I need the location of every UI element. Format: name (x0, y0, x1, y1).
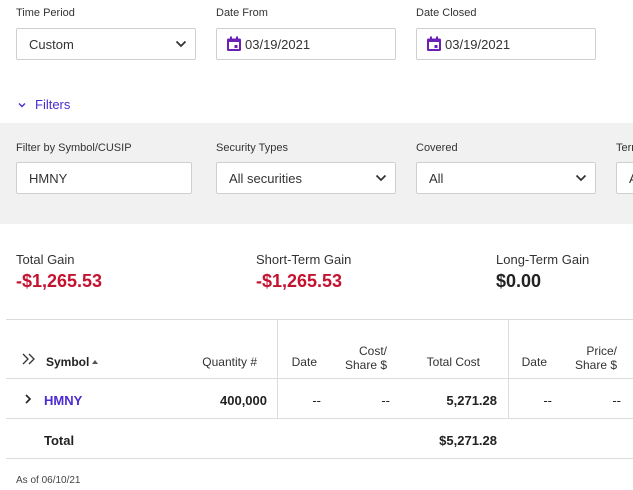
date-from-field[interactable]: 03/19/2021 (216, 28, 396, 60)
covered-select[interactable]: All (416, 162, 596, 194)
chevron-right-icon[interactable] (24, 394, 32, 404)
quantity-cell: 400,000 (220, 393, 267, 408)
date-closed-header[interactable]: Date (521, 355, 547, 369)
price-share-cell: -- (612, 393, 621, 408)
short-term-gain-label: Short-Term Gain (256, 252, 352, 267)
symbol-filter-value: HMNY (29, 170, 68, 186)
divider (6, 418, 633, 419)
long-term-gain-label: Long-Term Gain (496, 252, 590, 267)
date-from-value: 03/19/2021 (245, 36, 311, 52)
price-share-header-line2: Share $ (574, 358, 617, 372)
date-closed-field[interactable]: 03/19/2021 (416, 28, 596, 60)
total-cost-header[interactable]: Total Cost (426, 355, 480, 369)
divider (6, 319, 633, 320)
date-acquired-header[interactable]: Date (291, 355, 317, 369)
term-value: A (617, 171, 633, 186)
short-term-gain-value: -$1,265.53 (256, 271, 343, 291)
symbol-link[interactable]: HMNY (44, 393, 83, 408)
covered-label: Covered (416, 142, 458, 154)
calendar-icon[interactable] (426, 36, 442, 52)
table-row[interactable]: HMNY 400,000 -- -- 5,271.28 -- -- (6, 379, 633, 418)
symbol-header-label: Symbol (46, 355, 90, 369)
time-period-select[interactable]: Custom (16, 28, 196, 60)
quantity-header[interactable]: Quantity # (202, 355, 257, 369)
term-label: Term (616, 142, 633, 154)
long-term-gain-value: $0.00 (496, 271, 542, 291)
security-types-value: All securities (229, 170, 302, 186)
filters-toggle[interactable]: Filters (17, 97, 70, 112)
cost-share-header[interactable]: Cost/ Share $ (345, 344, 387, 372)
cost-share-header-line1: Cost/ (358, 344, 387, 358)
date-from-label: Date From (216, 7, 268, 19)
symbol-filter-label: Filter by Symbol/CUSIP (16, 142, 132, 154)
security-types-select[interactable]: All securities (216, 162, 396, 194)
term-select[interactable]: A (616, 162, 633, 194)
symbol-column-header[interactable]: Symbol (46, 355, 99, 369)
chevron-down-icon (18, 102, 26, 107)
divider (508, 319, 509, 418)
time-period-label: Time Period (16, 7, 75, 19)
price-share-header-line1: Price/ (586, 344, 617, 358)
filters-panel: Filter by Symbol/CUSIP HMNY Security Typ… (0, 123, 633, 224)
positions-table: Symbol Quantity # Date Cost/ Share $ Tot… (0, 318, 633, 460)
chevron-down-icon (375, 174, 387, 182)
chevron-down-icon (575, 174, 587, 182)
time-period-value: Custom (29, 36, 74, 52)
as-of-date: As of 06/10/21 (16, 475, 81, 486)
symbol-filter-input[interactable]: HMNY (16, 162, 192, 194)
cost-share-header-line2: Share $ (344, 358, 387, 372)
total-gain-value: -$1,265.53 (16, 271, 103, 291)
calendar-icon[interactable] (226, 36, 242, 52)
security-types-label: Security Types (216, 142, 288, 154)
date-acquired-cell: -- (312, 393, 321, 408)
total-cost-cell: 5,271.28 (446, 393, 497, 408)
price-share-header[interactable]: Price/ Share $ (575, 344, 617, 372)
filters-toggle-label: Filters (35, 97, 71, 112)
divider (277, 319, 278, 418)
date-closed-value: 03/19/2021 (445, 36, 511, 52)
total-gain-label: Total Gain (16, 252, 75, 267)
divider (6, 378, 633, 379)
cost-share-cell: -- (381, 393, 390, 408)
total-cost-total: $5,271.28 (439, 433, 497, 448)
expand-all-icon[interactable] (22, 353, 36, 365)
chevron-down-icon (175, 40, 187, 48)
total-label: Total (44, 433, 75, 448)
date-closed-cell: -- (543, 393, 552, 408)
covered-value: All (429, 170, 444, 186)
total-row: Total $5,271.28 (6, 419, 633, 458)
term-filter-clip: Term A (616, 142, 633, 212)
date-closed-label: Date Closed (416, 7, 477, 19)
sort-ascending-icon (92, 360, 99, 364)
divider (6, 458, 633, 459)
